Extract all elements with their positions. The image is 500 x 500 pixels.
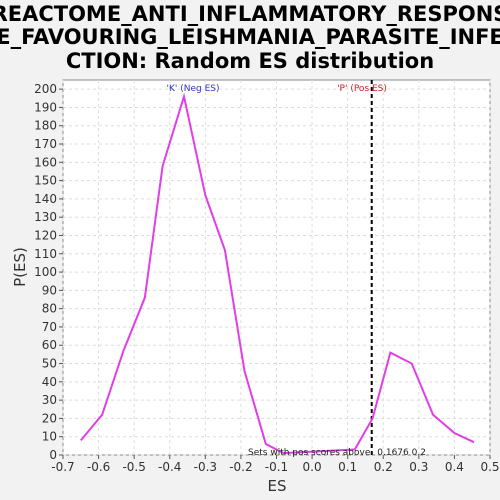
pos-scores-note-value: 0.1676 0.2	[377, 448, 426, 458]
x-axis-label: ES	[268, 477, 287, 495]
pos-scores-note-text: Sets with pos scores above	[248, 448, 371, 458]
y-tick-label: 0	[49, 448, 57, 462]
x-tick-label: 0.4	[445, 460, 464, 474]
y-tick-label: 30	[42, 393, 57, 407]
y-tick-label: 130	[34, 210, 57, 224]
random-es-distribution-line	[80, 92, 475, 455]
y-tick-label: 10	[42, 430, 57, 444]
y-tick-label: 200	[34, 82, 57, 96]
y-tick-label: 140	[34, 192, 57, 206]
chart-title-line-2: E_FAVOURING_LEISHMANIA_PARASITE_INFE	[0, 25, 500, 49]
pos-scores-note: Sets with pos scores above 0.1676 0.2	[248, 448, 426, 458]
x-tick-label: 0.3	[409, 460, 428, 474]
chart-title-line-1: REACTOME_ANTI_INFLAMMATORY_RESPONS	[0, 2, 500, 26]
x-tick-label: -0.5	[122, 460, 145, 474]
y-tick-label: 180	[34, 119, 57, 133]
x-tick-label: -0.3	[194, 460, 217, 474]
y-tick-label: 20	[42, 411, 57, 425]
y-tick-label: 190	[34, 100, 57, 114]
y-axis-label: P(ES)	[11, 247, 29, 287]
x-tick-label: 0.1	[338, 460, 357, 474]
pos-es-label: 'P' (Pos ES)	[337, 84, 387, 94]
neg-es-label: 'K' (Neg ES)	[167, 84, 220, 94]
x-tick-label: -0.1	[265, 460, 288, 474]
x-tick-label: -0.4	[158, 460, 181, 474]
y-axis-ticks: 0 10 20 30 40 50 60 70 80 90 100 110 120 130 140 150 160…	[34, 82, 63, 462]
y-tick-label: 70	[42, 320, 57, 334]
y-tick-label: 160	[34, 155, 57, 169]
y-tick-label: 80	[42, 302, 57, 316]
y-tick-label: 60	[42, 338, 57, 352]
y-tick-label: 40	[42, 375, 57, 389]
x-tick-label: -0.7	[51, 460, 74, 474]
y-tick-label: 50	[42, 357, 57, 371]
x-tick-label: 0.5	[480, 460, 499, 474]
x-axis-ticks: -0.7 -0.6 -0.5 -0.4 -0.3 -0.2 -0.1 0.0 0.1 0.2 0.3…	[51, 455, 500, 474]
chart-title-line-3: CTION: Random ES distribution	[66, 49, 434, 73]
x-tick-label: -0.6	[87, 460, 110, 474]
y-tick-label: 170	[34, 137, 57, 151]
y-tick-label: 150	[34, 174, 57, 188]
y-tick-label: 120	[34, 228, 57, 242]
y-tick-label: 100	[34, 265, 57, 279]
y-tick-label: 110	[34, 247, 57, 261]
x-tick-label: 0.2	[374, 460, 393, 474]
x-tick-label: 0.0	[303, 460, 322, 474]
x-tick-label: -0.2	[229, 460, 252, 474]
y-tick-label: 90	[42, 283, 57, 297]
